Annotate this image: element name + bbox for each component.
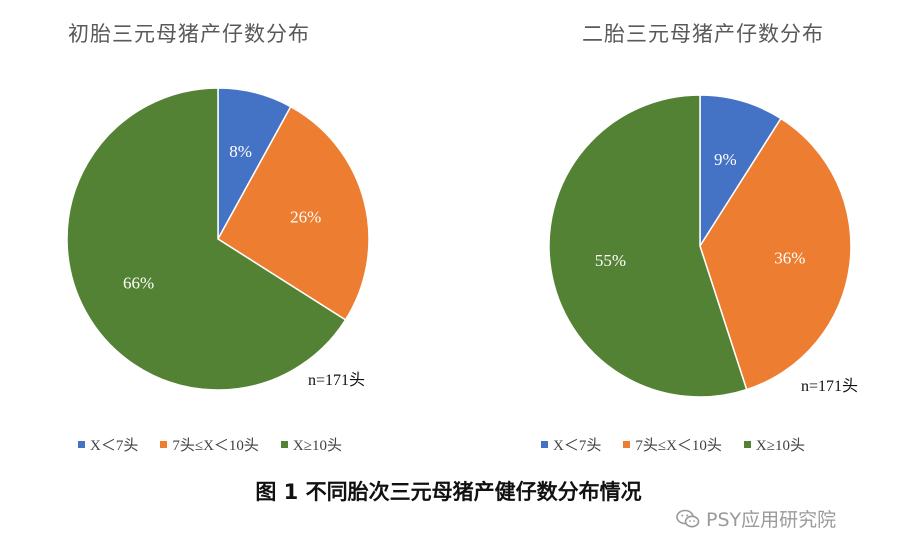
watermark: PSY应用研究院 — [676, 505, 836, 532]
legend: X＜7头 7头≤X＜10头 X≥10头 — [541, 434, 805, 455]
legend-item: X≥10头 — [280, 434, 342, 455]
pie-slice-ge10 — [66, 87, 347, 391]
data-label-slice-7to10: 26% — [290, 207, 321, 226]
legend-label: X≥10头 — [292, 438, 342, 454]
pie-slice-7to10 — [699, 117, 852, 391]
legend-swatch-blue — [541, 441, 548, 448]
pie-chart-first-parity: 8% 26% 66% — [66, 87, 370, 391]
legend-swatch-green — [743, 441, 751, 448]
sample-size-note: n=171头 — [801, 378, 859, 395]
legend-swatch-orange — [623, 441, 631, 448]
chart-title: 二胎三元母猪产仔数分布 — [582, 22, 824, 46]
sample-size-note: n=171头 — [308, 372, 366, 389]
pie-slice-lt7 — [699, 94, 782, 249]
legend-item: X＜7头 — [541, 434, 601, 455]
chart-title: 初胎三元母猪产仔数分布 — [68, 22, 310, 46]
data-label-slice-ge10: 55% — [595, 251, 626, 270]
legend-item: 7头≤X＜10头 — [623, 434, 722, 455]
chart-panel-first-parity: 初胎三元母猪产仔数分布 8% 26% 66% n=171头 X＜7头 7头≤X＜10… — [0, 0, 448, 470]
chart-panel-second-parity: 二胎三元母猪产仔数分布 9% 36% 55% n=171头 X＜7头 7头≤X＜10… — [449, 0, 897, 470]
wechat-icon — [676, 509, 700, 527]
legend-label: X≥10头 — [755, 438, 805, 454]
legend-item: X≥10头 — [743, 434, 805, 455]
legend-label: 7头≤X＜10头 — [635, 438, 722, 454]
data-label-slice-7to10: 36% — [774, 248, 805, 267]
legend-swatch-blue — [78, 441, 85, 448]
legend-swatch-orange — [160, 441, 168, 448]
data-label-slice-ge10: 66% — [123, 274, 154, 293]
data-label-slice-lt7: 8% — [229, 142, 252, 161]
legend-item: X＜7头 — [78, 434, 138, 455]
legend-label: 7头≤X＜10头 — [172, 438, 259, 454]
pie-slice-7to10 — [217, 105, 370, 321]
figure-caption: 图 1 不同胎次三元母猪产健仔数分布情况 — [255, 480, 642, 504]
legend: X＜7头 7头≤X＜10头 X≥10头 — [78, 434, 342, 455]
legend-swatch-green — [280, 441, 288, 448]
legend-label: X＜7头 — [90, 438, 139, 454]
watermark-text: PSY应用研究院 — [706, 509, 837, 531]
legend-label: X＜7头 — [553, 438, 602, 454]
pie-chart-second-parity: 9% 36% 55% — [548, 94, 852, 398]
data-label-slice-lt7: 9% — [714, 150, 737, 169]
pie-slice-ge10 — [548, 94, 748, 398]
legend-item: 7头≤X＜10头 — [160, 434, 259, 455]
